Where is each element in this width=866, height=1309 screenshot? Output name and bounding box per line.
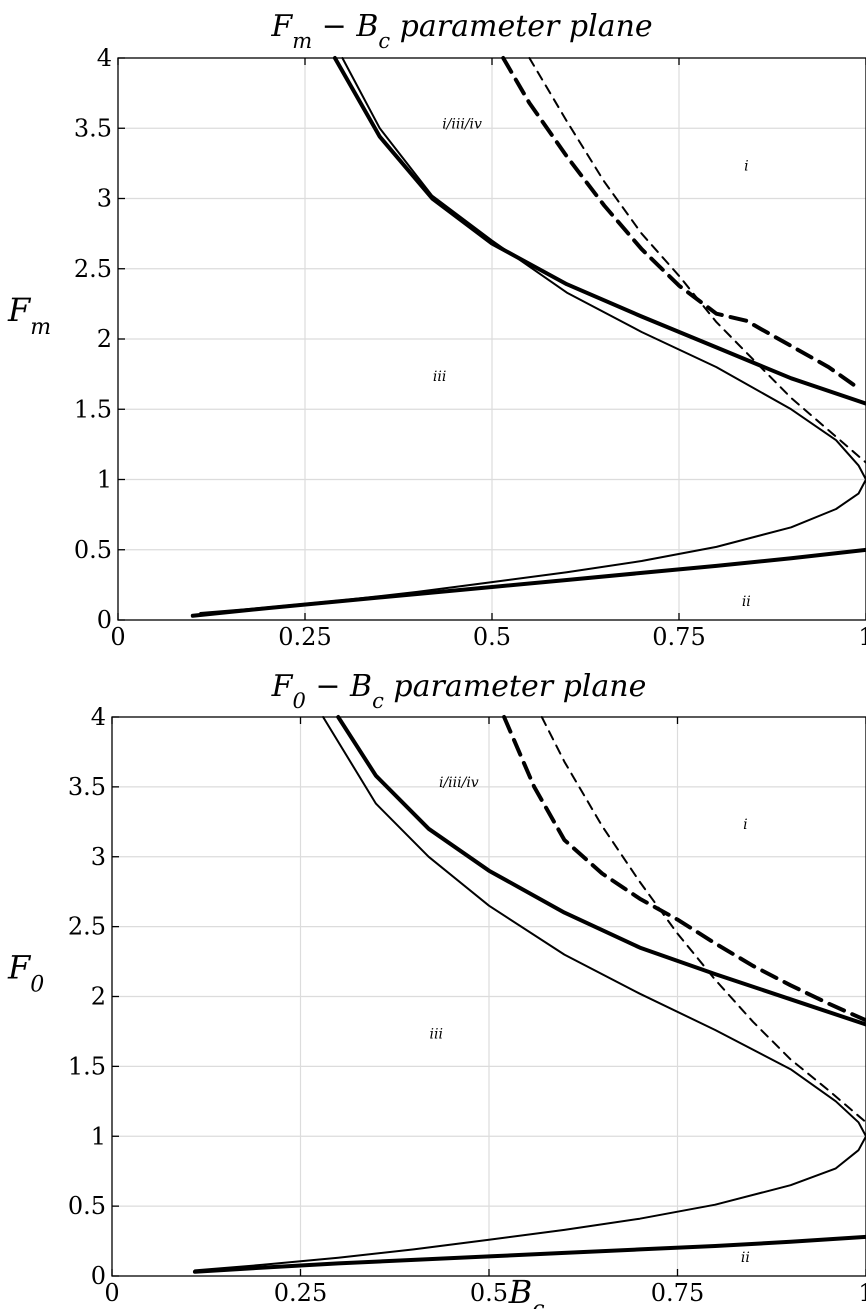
y-tick-label: 0.5 <box>68 1192 106 1220</box>
x-tick-label: 0.5 <box>473 623 511 651</box>
chart-panel-1: 00.250.50.75100.511.522.533.54i/iii/ivii… <box>7 9 866 651</box>
region-label: i <box>743 817 747 833</box>
series-line-3 <box>190 547 866 618</box>
x-tick-label: 0 <box>110 623 125 651</box>
x-tick-label: 0.75 <box>651 1279 704 1307</box>
y-tick-label: 0 <box>97 606 112 634</box>
y-tick-label: 2 <box>91 983 106 1011</box>
x-tick-label: 0.75 <box>652 623 705 651</box>
series-line-1 <box>332 56 866 406</box>
series-line-2 <box>199 57 866 614</box>
series-line-2 <box>193 716 866 1272</box>
y-tick-label: 4 <box>97 44 112 72</box>
x-tick-label: 1 <box>858 1279 866 1307</box>
series-line-5 <box>528 57 866 464</box>
region-label: ii <box>742 594 751 610</box>
y-tick-label: 3.5 <box>68 773 106 801</box>
y-tick-label: 0 <box>91 1262 106 1290</box>
region-label: iii <box>430 1026 443 1042</box>
y-tick-label: 3 <box>91 843 106 871</box>
y-axis-label: F0 <box>7 949 44 998</box>
y-tick-label: 1.5 <box>68 1052 106 1080</box>
y-tick-label: 2 <box>97 325 112 353</box>
region-label: i/iii/iv <box>439 775 479 791</box>
y-tick-label: 1 <box>97 466 112 494</box>
chart-title: F0 − Bc parameter plane <box>271 669 647 713</box>
x-axis-label: Bc <box>508 1273 545 1309</box>
y-tick-label: 2.5 <box>68 913 106 941</box>
region-label: i/iii/iv <box>442 116 482 132</box>
series-line-4 <box>502 715 866 1023</box>
x-tick-label: 0.25 <box>274 1279 327 1307</box>
y-tick-label: 0.5 <box>74 536 112 564</box>
chart-panel-2: 00.250.50.75100.511.522.533.54i/iii/ivii… <box>7 669 866 1309</box>
y-tick-label: 2.5 <box>74 255 112 283</box>
y-tick-label: 3 <box>97 185 112 213</box>
x-tick-label: 0.25 <box>278 623 331 651</box>
x-tick-label: 0 <box>104 1279 119 1307</box>
region-label: i <box>744 158 748 174</box>
y-tick-label: 1.5 <box>74 395 112 423</box>
region-label: ii <box>741 1250 750 1266</box>
series-line-1 <box>336 715 866 1027</box>
y-tick-label: 4 <box>91 703 106 731</box>
series-line-5 <box>540 716 866 1124</box>
y-axis-label: Fm <box>7 291 51 340</box>
x-tick-label: 1 <box>858 623 866 651</box>
series-line-3 <box>192 1234 866 1274</box>
x-tick-label: 0.5 <box>470 1279 508 1307</box>
region-label: iii <box>433 369 446 385</box>
chart-title: Fm − Bc parameter plane <box>270 9 652 53</box>
y-tick-label: 1 <box>91 1122 106 1150</box>
y-tick-label: 3.5 <box>74 114 112 142</box>
